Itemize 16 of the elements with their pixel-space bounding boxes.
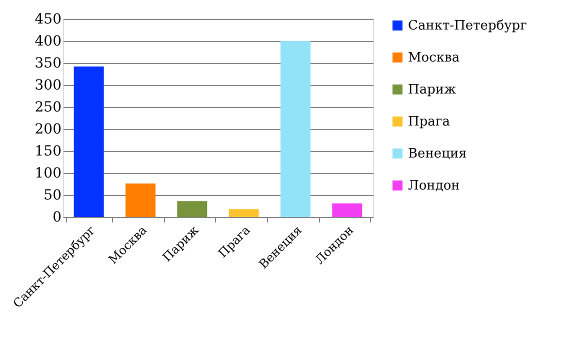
legend-label: Москва: [408, 50, 460, 66]
y-tick-label: 200: [34, 122, 62, 138]
y-tick-label: 250: [34, 100, 62, 116]
y-tick-label: 350: [34, 56, 62, 72]
y-tick-label: 100: [34, 166, 62, 182]
legend-label: Прага: [408, 114, 450, 130]
y-tick-label: 450: [34, 12, 62, 28]
y-tick-label: 150: [34, 144, 62, 160]
y-tick-label: 50: [44, 188, 62, 204]
legend-label: Венеция: [408, 146, 467, 162]
legend-label: Париж: [408, 82, 456, 98]
legend-label: Санкт-Петербург: [408, 18, 528, 34]
y-tick-label: 300: [34, 78, 62, 94]
legend-label: Лондон: [408, 178, 460, 194]
y-tick-label: 400: [34, 34, 62, 50]
y-tick-label: 0: [52, 210, 62, 226]
